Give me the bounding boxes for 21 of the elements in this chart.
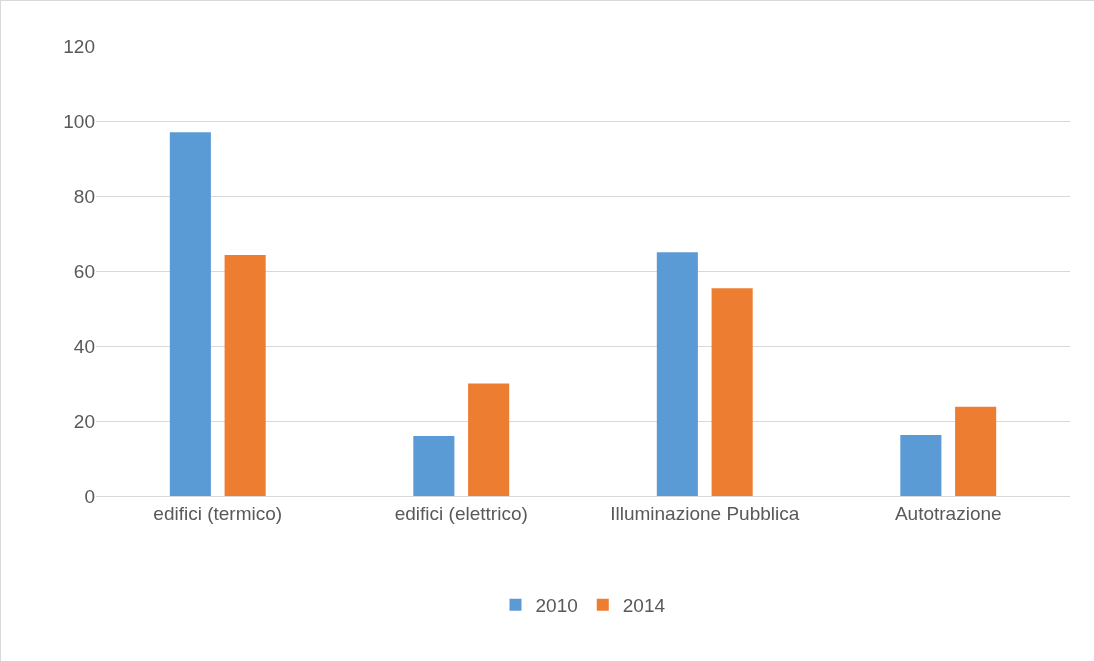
y-tick-label: 20 — [73, 410, 95, 432]
bar — [900, 434, 942, 496]
bar — [468, 383, 510, 496]
bar — [656, 252, 698, 496]
x-tick-label: edifici (termico) — [153, 502, 283, 524]
bar — [413, 436, 455, 496]
y-tick-label: 0 — [84, 485, 95, 507]
y-tick-label: 100 — [63, 110, 95, 132]
y-tick-label: 40 — [73, 335, 95, 357]
legend-label: 2010 — [535, 595, 578, 617]
y-tick-label: 80 — [73, 185, 95, 207]
bar — [224, 254, 266, 496]
bar — [711, 288, 753, 496]
x-tick-label: Illuminazione Pubblica — [610, 502, 800, 524]
bar — [169, 132, 211, 496]
legend-label: 2014 — [622, 595, 666, 617]
y-tick-label: 120 — [63, 35, 95, 57]
x-tick-label: Autotrazione — [894, 502, 1002, 524]
x-tick-label: edifici (elettrico) — [394, 502, 528, 524]
y-tick-label: 60 — [73, 260, 95, 282]
bar — [955, 406, 997, 496]
